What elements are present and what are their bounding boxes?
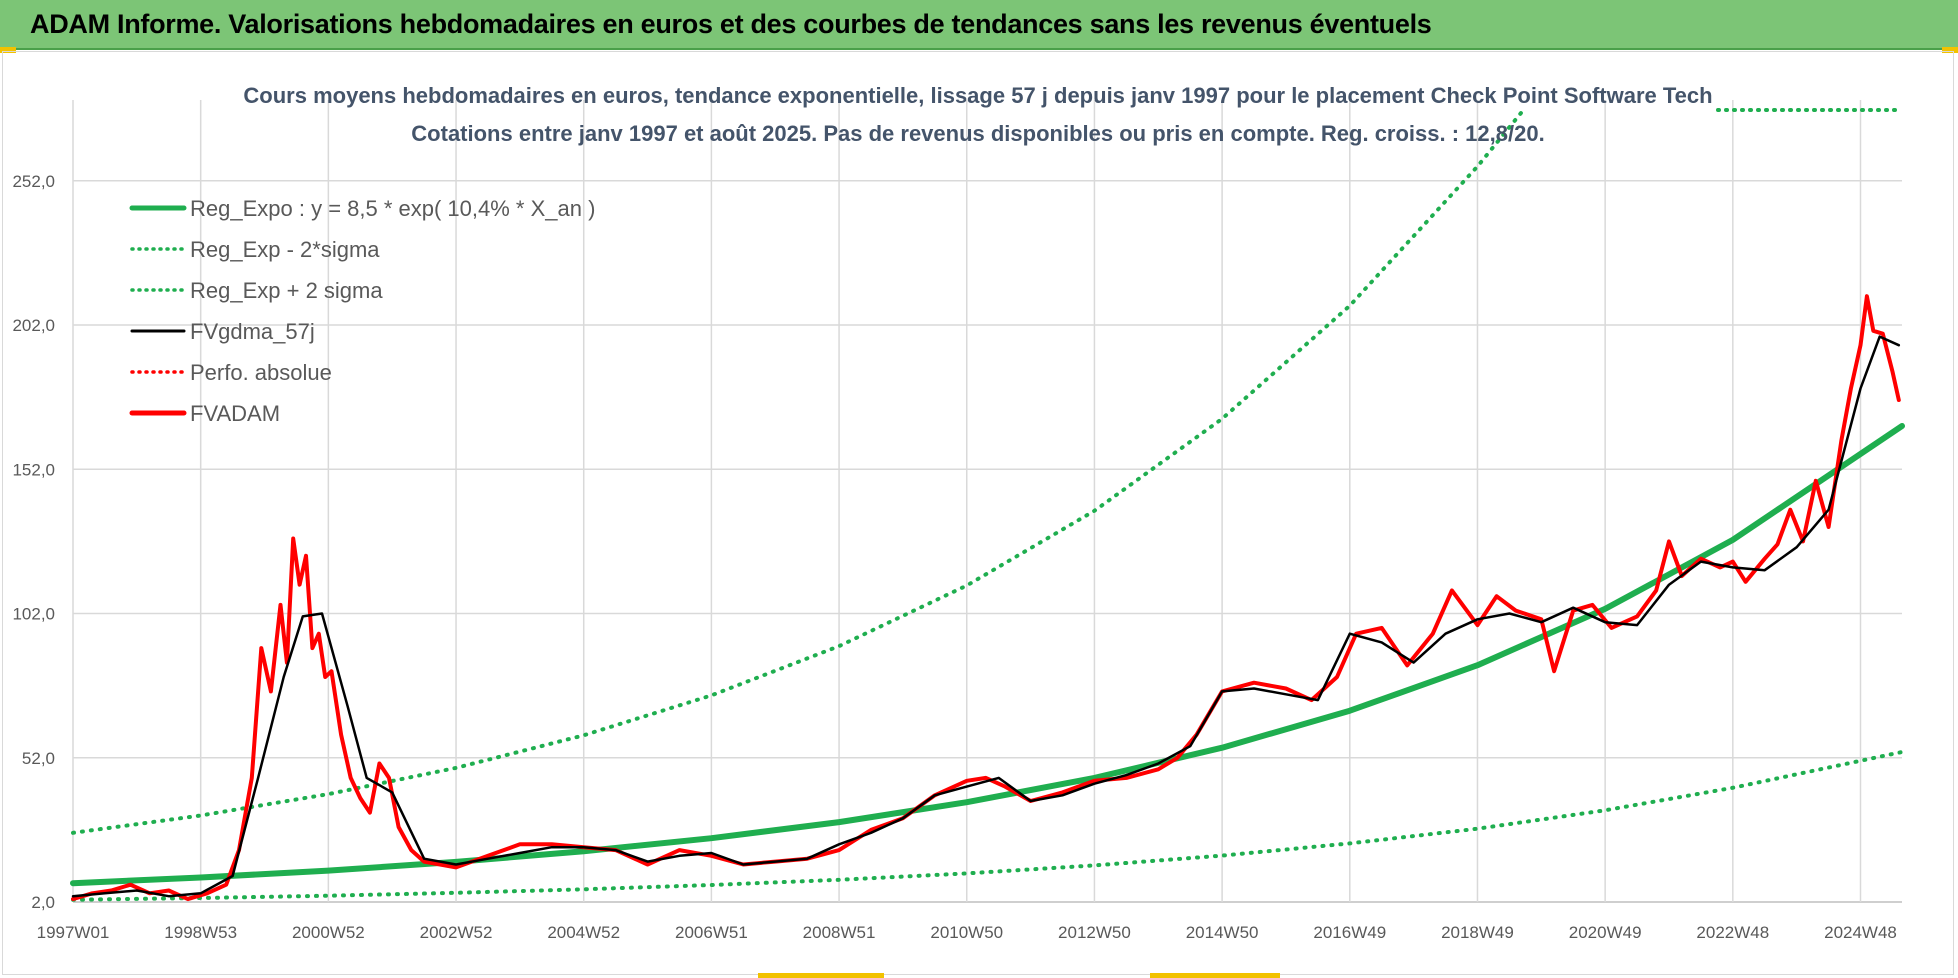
x-tick-label: 2014W50: [1186, 923, 1259, 942]
x-tick-label: 2004W52: [547, 923, 620, 942]
x-tick-label: 2008W51: [803, 923, 876, 942]
chart-subtitle-line2: Cotations entre janv 1997 et août 2025. …: [411, 121, 1544, 146]
legend-label: Reg_Exp - 2*sigma: [190, 237, 380, 262]
legend-label: Reg_Expo : y = 8,5 * exp( 10,4% * X_an ): [190, 196, 595, 221]
corner-accent-right: [1942, 47, 1958, 53]
y-tick-label: 102,0: [12, 605, 55, 624]
reg-plus-2sigma-line: [71, 109, 1525, 835]
title-bar: ADAM Informe. Valorisations hebdomadaire…: [0, 0, 1958, 50]
x-tick-label: 2020W49: [1569, 923, 1642, 942]
legend-label: FVgdma_57j: [190, 319, 315, 344]
legend-label: FVADAM: [190, 401, 280, 426]
reg-minus-2sigma-line: [71, 750, 1904, 902]
bottom-accent-2: [1150, 973, 1280, 978]
x-tick-label: 2012W50: [1058, 923, 1131, 942]
grid: [72, 100, 1902, 903]
bottom-accent-1: [758, 973, 884, 978]
y-tick-label: 52,0: [22, 749, 55, 768]
fvadam-line: [71, 294, 1901, 902]
series-layer: [70, 109, 1905, 902]
x-tick-label: 2006W51: [675, 923, 748, 942]
page-title: ADAM Informe. Valorisations hebdomadaire…: [30, 9, 1432, 39]
legend-label: Perfo. absolue: [190, 360, 332, 385]
y-tick-label: 152,0: [12, 460, 55, 479]
x-tick-label: 2002W52: [420, 923, 493, 942]
chart-frame: [2, 51, 1954, 975]
reg-expo-line: [70, 423, 1905, 887]
x-tick-label: 2010W50: [930, 923, 1003, 942]
y-tick-label: 2,0: [31, 893, 55, 912]
x-tick-label: 2022W48: [1696, 923, 1769, 942]
x-tick-label: 2024W48: [1824, 923, 1897, 942]
x-tick-label: 2018W49: [1441, 923, 1514, 942]
x-tick-label: 2016W49: [1313, 923, 1386, 942]
legend-label: Reg_Exp + 2 sigma: [190, 278, 383, 303]
y-tick-label: 252,0: [12, 172, 55, 191]
y-tick-label: 202,0: [12, 316, 55, 335]
x-tick-label: 1997W01: [37, 923, 110, 942]
x-tick-label: 2000W52: [292, 923, 365, 942]
legend: Reg_Expo : y = 8,5 * exp( 10,4% * X_an )…: [129, 196, 595, 426]
chart-subtitle-line1: Cours moyens hebdomadaires en euros, ten…: [243, 83, 1712, 108]
corner-accent-left: [0, 47, 16, 53]
axes: 2,0 52,0 102,0 152,0 202,0 252,0 1997W01 1998W5…: [12, 172, 1896, 942]
x-tick-label: 1998W53: [164, 923, 237, 942]
fvgdma-57j-line: [71, 335, 1901, 898]
